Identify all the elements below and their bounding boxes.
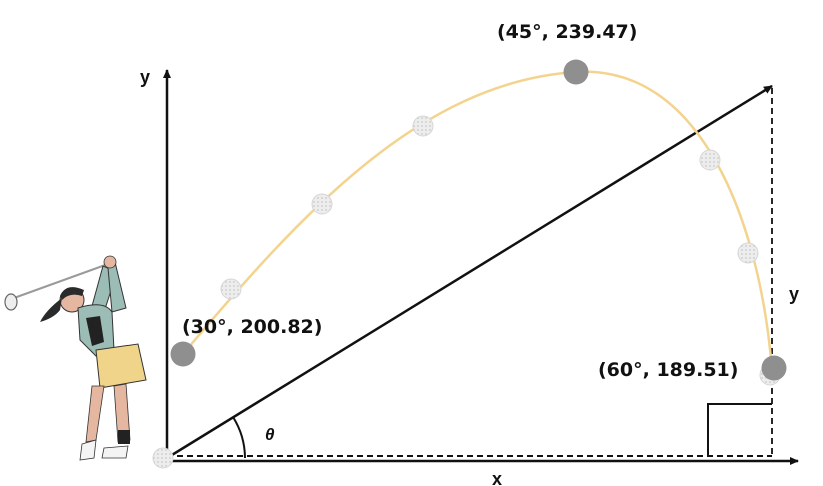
point-30-marker bbox=[170, 341, 196, 367]
point-60-label: (60°, 189.51) bbox=[598, 359, 738, 381]
golf-ball-icon bbox=[412, 115, 434, 137]
point-30-label: (30°, 200.82) bbox=[182, 316, 322, 338]
golf-ball-icon bbox=[220, 278, 242, 300]
x-axis-label: x bbox=[492, 469, 502, 486]
right-angle-marker bbox=[707, 403, 772, 456]
golfer-illustration bbox=[4, 255, 147, 461]
side-y-label: y bbox=[789, 284, 799, 304]
y-axis-label: y bbox=[140, 67, 150, 87]
point-45-label: (45°, 239.47) bbox=[497, 21, 637, 43]
angle-theta-label: θ bbox=[265, 425, 275, 444]
point-60-marker bbox=[761, 355, 787, 381]
point-45-marker bbox=[563, 59, 589, 85]
angle-arc bbox=[232, 416, 246, 459]
golf-ball-icon bbox=[737, 242, 759, 264]
golf-ball-icon bbox=[152, 447, 174, 469]
launch-vector bbox=[166, 84, 773, 460]
golf-ball-icon bbox=[699, 149, 721, 171]
golf-ball-icon bbox=[311, 193, 333, 215]
golf-balls bbox=[152, 115, 781, 469]
